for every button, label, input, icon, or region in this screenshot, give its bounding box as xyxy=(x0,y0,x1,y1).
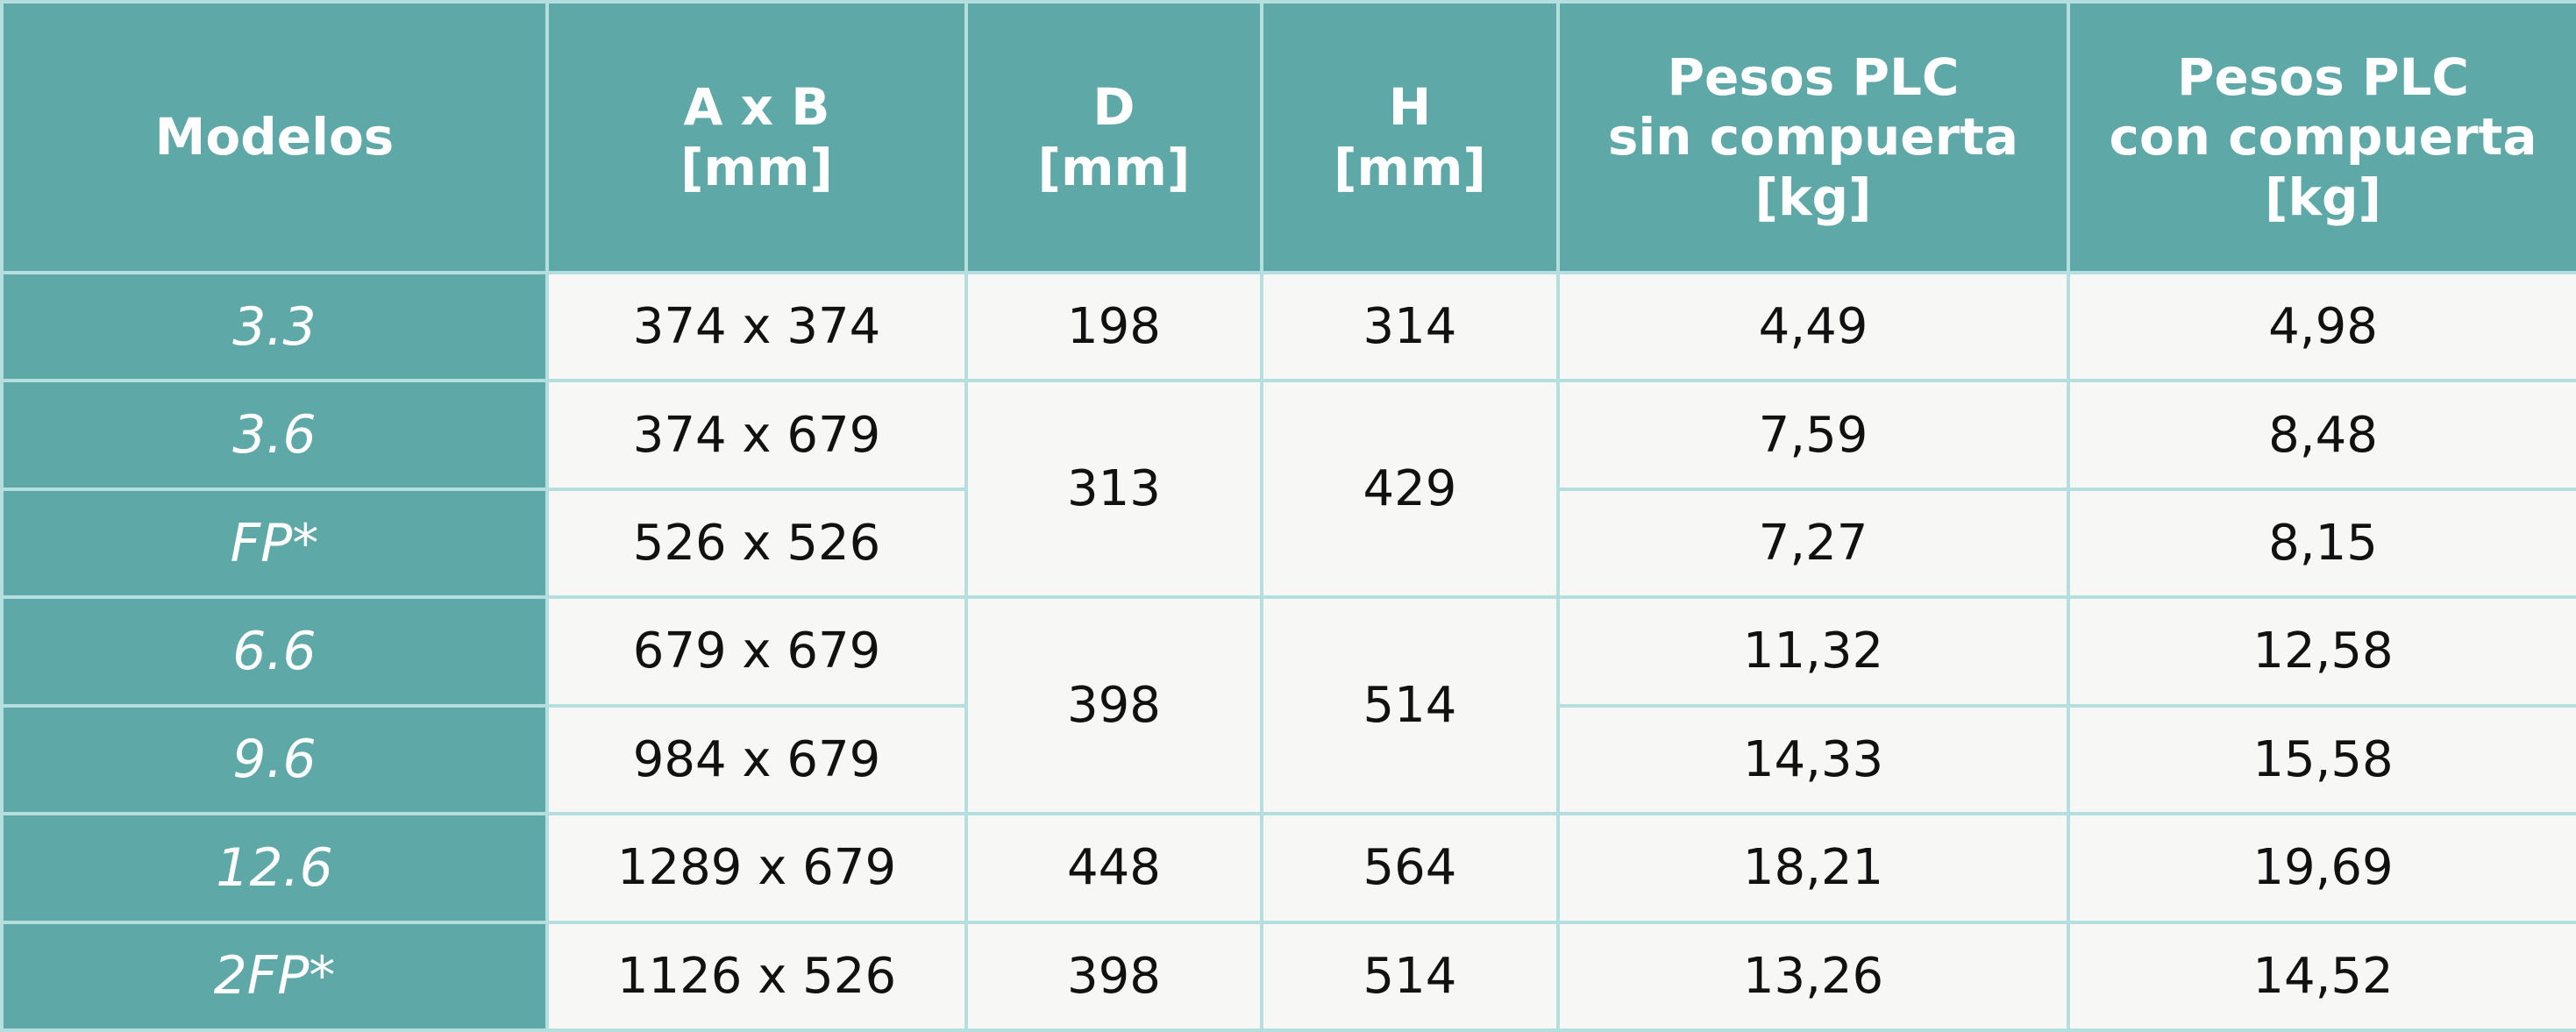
header-text: H xyxy=(1388,77,1432,138)
cell: 14,33 xyxy=(1556,703,2070,816)
header-text: [mm] xyxy=(1037,137,1191,197)
model-cell: 3.3 xyxy=(0,270,549,383)
cell: 313 xyxy=(964,379,1263,600)
cell: 374 x 374 xyxy=(545,270,968,383)
cell: 984 x 679 xyxy=(545,703,968,816)
cell: 8,15 xyxy=(2067,487,2576,600)
header-text: sin compuerta xyxy=(1607,107,2019,167)
header-cell: H [mm] xyxy=(1260,0,1560,274)
cell: 8,48 xyxy=(2067,379,2576,491)
cell: 14,52 xyxy=(2067,920,2576,1032)
row: 12.6 1289 x 679 448 564 18,21 19,69 xyxy=(0,812,2576,924)
row: 6.6 679 x 679 398 514 11,32 12,58 xyxy=(0,595,2576,816)
model-cell: FP* xyxy=(0,487,549,600)
cell: 11,32 xyxy=(1556,595,2070,708)
header-text: Pesos PLC xyxy=(1667,46,1960,107)
header-text: Modelos xyxy=(154,107,395,167)
cell: 314 xyxy=(1260,270,1560,383)
model-cell: 9.6 xyxy=(0,703,549,816)
cell: 19,69 xyxy=(2067,812,2576,924)
cell: 1289 x 679 xyxy=(545,812,968,924)
cell: 12,58 xyxy=(2067,595,2576,708)
header-text: con compuerta xyxy=(2109,107,2537,167)
header-cell: Modelos xyxy=(0,0,549,274)
cell: 526 x 526 xyxy=(545,487,968,600)
cell: 4,49 xyxy=(1556,270,2070,383)
header-text: [kg] xyxy=(2264,167,2382,227)
header-text: [mm] xyxy=(1334,137,1486,197)
cell: 1126 x 526 xyxy=(545,920,968,1032)
header-text: [mm] xyxy=(680,137,833,197)
cell: 13,26 xyxy=(1556,920,2070,1032)
cell: 679 x 679 xyxy=(545,595,968,708)
header-text: D xyxy=(1092,77,1135,138)
row: FP* 526 x 526 7,27 8,15 xyxy=(0,487,2576,600)
header-cell: Pesos PLC con compuerta [kg] xyxy=(2067,0,2576,274)
header-cell: D [mm] xyxy=(964,0,1263,274)
cell: 7,59 xyxy=(1556,379,2070,491)
cell: 198 xyxy=(964,270,1263,383)
cell: 564 xyxy=(1260,812,1560,924)
cell: 429 xyxy=(1260,379,1560,600)
row: 3.6 374 x 679 313 429 7,59 8,48 xyxy=(0,379,2576,600)
cell: 398 xyxy=(964,920,1263,1032)
cell: 398 xyxy=(964,595,1263,816)
model-cell: 3.6 xyxy=(0,379,549,491)
header-row: Modelos A x B [mm] D [mm] H [mm] Pesos PLC s… xyxy=(0,0,2576,274)
header-cell: Pesos PLC sin compuerta [kg] xyxy=(1556,0,2070,274)
model-cell: 6.6 xyxy=(0,595,549,708)
cell: 7,27 xyxy=(1556,487,2070,600)
header-text: Pesos PLC xyxy=(2177,46,2469,107)
model-cell: 12.6 xyxy=(0,812,549,924)
row: 9.6 984 x 679 14,33 15,58 xyxy=(0,703,2576,816)
cell: 448 xyxy=(964,812,1263,924)
cell: 18,21 xyxy=(1556,812,2070,924)
cell: 514 xyxy=(1260,595,1560,816)
row: 2FP* 1126 x 526 398 514 13,26 14,52 xyxy=(0,920,2576,1032)
header-text: [kg] xyxy=(1754,167,1872,227)
cell: 374 x 679 xyxy=(545,379,968,491)
row: 3.3 374 x 374 198 314 4,49 4,98 xyxy=(0,270,2576,383)
header-text: A x B xyxy=(683,77,830,138)
header-cell: A x B [mm] xyxy=(545,0,968,274)
model-cell: 2FP* xyxy=(0,920,549,1032)
cell: 514 xyxy=(1260,920,1560,1032)
cell: 15,58 xyxy=(2067,703,2576,816)
cell: 4,98 xyxy=(2067,270,2576,383)
